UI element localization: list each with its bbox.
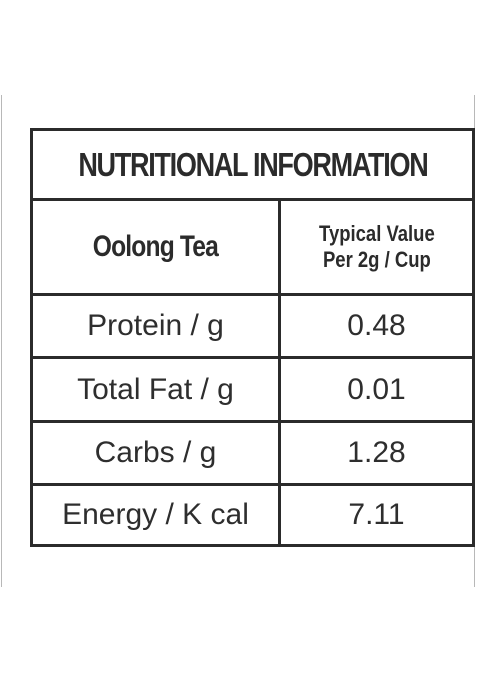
nutrient-value-cell: 7.11: [281, 486, 472, 544]
title-row: NUTRITIONAL INFORMATION: [33, 131, 472, 201]
product-name: Oolong Tea: [92, 230, 219, 263]
table-title: NUTRITIONAL INFORMATION: [77, 145, 428, 183]
table-row-energy: Energy / K cal 7.11: [33, 486, 472, 544]
nutrient-label: Total Fat / g: [77, 372, 234, 406]
nutrient-label: Carbs / g: [94, 436, 217, 469]
nutrient-value: 1.28: [347, 436, 406, 469]
table-row-total-fat: Total Fat / g 0.01: [33, 359, 472, 423]
nutrient-value: 0.01: [347, 372, 406, 406]
nutrient-label-cell: Carbs / g: [33, 423, 281, 483]
nutrient-value: 7.11: [348, 498, 405, 531]
nutrient-value-cell: 1.28: [281, 423, 472, 483]
nutrient-value-cell: 0.48: [281, 296, 472, 356]
nutrient-label-cell: Protein / g: [33, 296, 281, 356]
header-row: Oolong Tea Typical Value Per 2g / Cup: [33, 201, 472, 296]
typical-value-heading: Typical Value Per 2g / Cup: [319, 221, 435, 273]
table-row-carbs: Carbs / g 1.28: [33, 423, 472, 486]
nutrient-label-cell: Total Fat / g: [33, 359, 281, 420]
nutrient-label: Protein / g: [87, 309, 224, 342]
typical-value-line1: Typical Value: [318, 221, 435, 246]
typical-value-cell: Typical Value Per 2g / Cup: [281, 201, 472, 293]
nutrition-table: NUTRITIONAL INFORMATION Oolong Tea Typic…: [30, 128, 475, 547]
nutrient-label: Energy / K cal: [62, 498, 249, 531]
left-edge-line: [1, 95, 2, 587]
product-name-cell: Oolong Tea: [33, 201, 281, 293]
table-row-protein: Protein / g 0.48: [33, 296, 472, 359]
nutrient-value-cell: 0.01: [281, 359, 472, 420]
typical-value-line2: Per 2g / Cup: [322, 247, 431, 272]
nutrient-value: 0.48: [347, 309, 406, 342]
nutrient-label-cell: Energy / K cal: [33, 486, 281, 544]
